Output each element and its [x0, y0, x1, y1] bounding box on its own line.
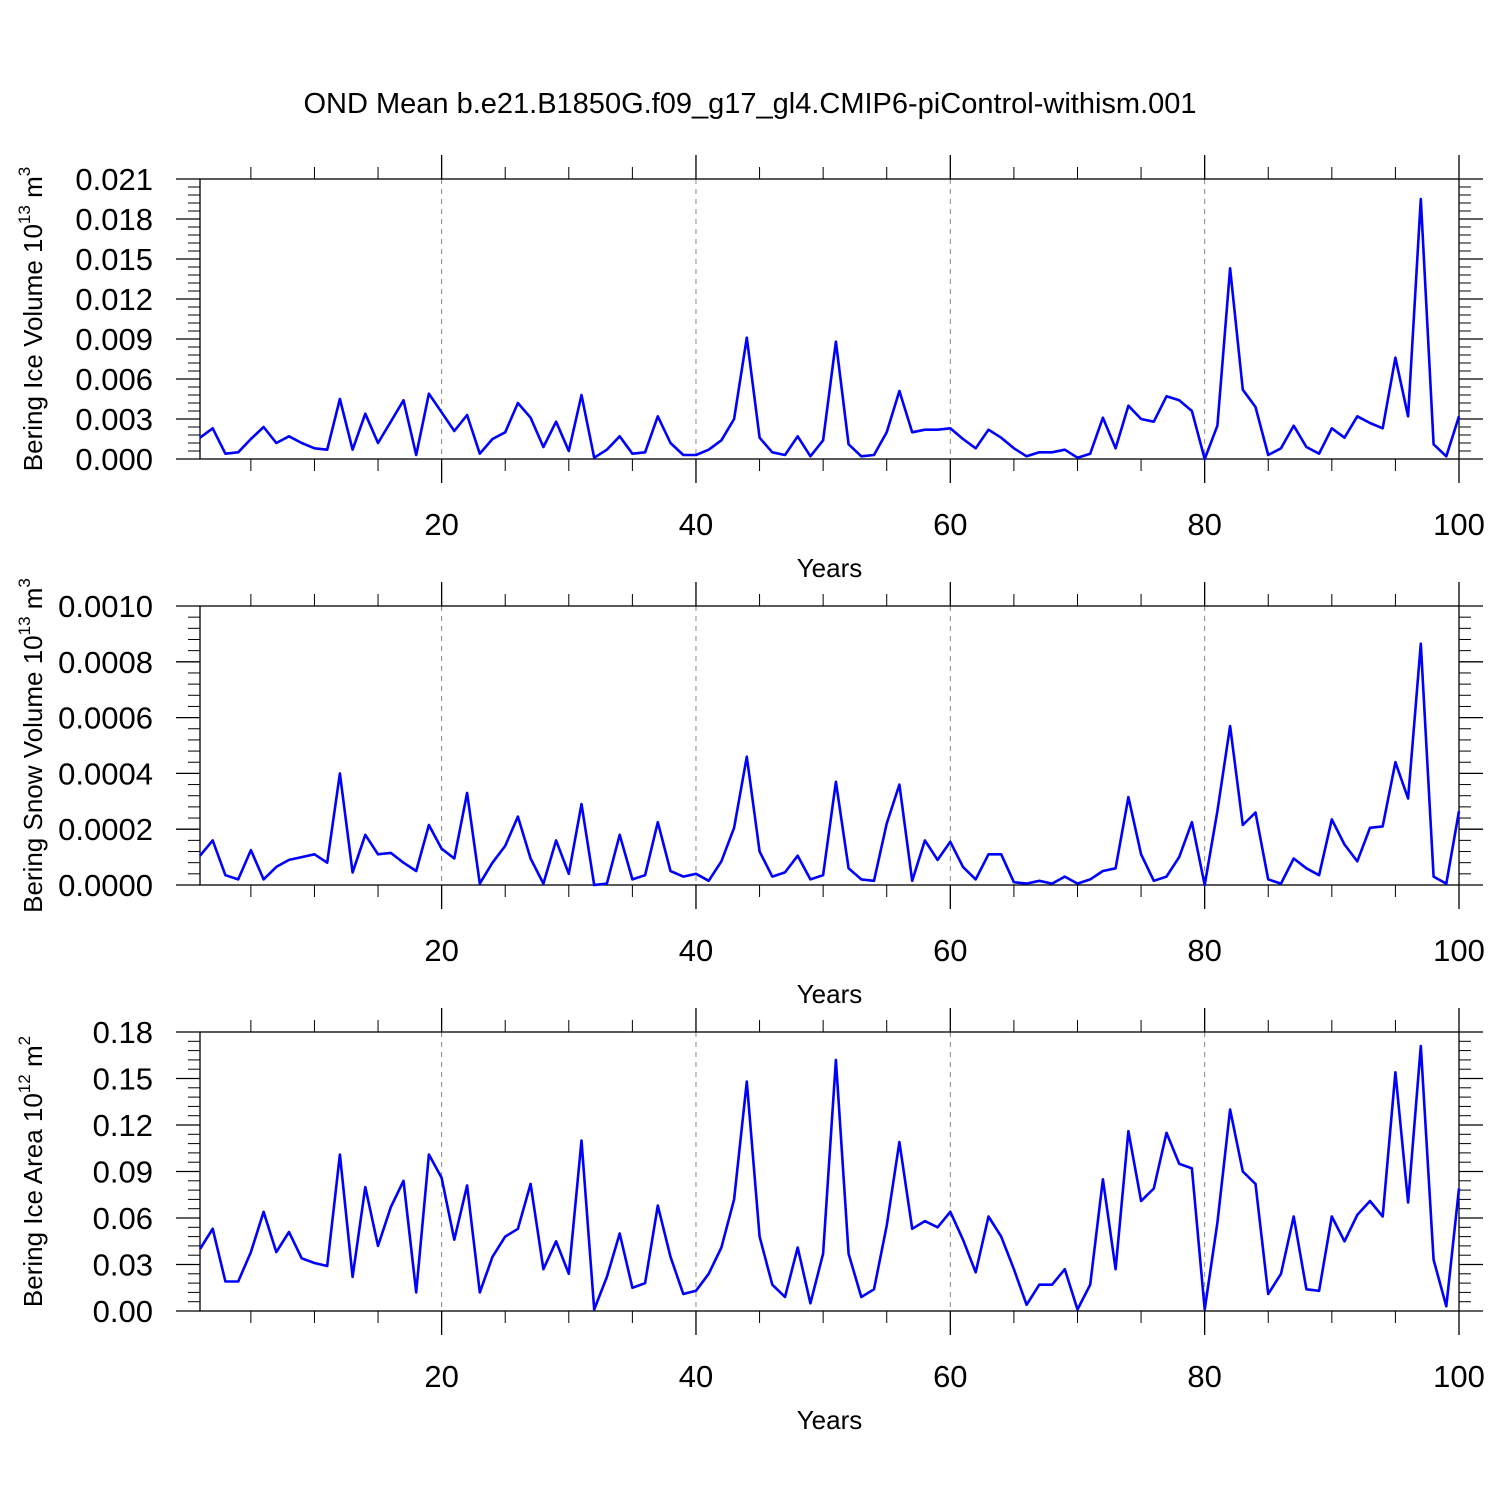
y-tick-label: 0.0002	[58, 812, 153, 847]
chart-panel-3: 0.00 0.03 0.06 0.09 0.12 0.15 0.18 20 40 60 80 100 Y…	[15, 1008, 1485, 1435]
figure-title: OND Mean b.e21.B1850G.f09_g17_gl4.CMIP6-…	[303, 88, 1196, 120]
y-tick-label: 0.0006	[58, 701, 153, 736]
y-axis-label: Bering Snow Volume 1013 m3	[15, 578, 48, 913]
y-tick-label: 0.0000	[58, 868, 153, 903]
chart-panel-2: 0.0000 0.0002 0.0004 0.0006 0.0008 0.0010 20 40…	[15, 578, 1485, 1009]
y-tick-label: 0.003	[75, 402, 153, 437]
x-tick-label: 60	[933, 507, 967, 542]
y-tick-label: 0.009	[75, 322, 153, 357]
y-tick-label: 0.015	[75, 242, 153, 277]
y-axis-label: Bering Ice Volume 1013 m3	[15, 167, 48, 471]
x-tick-label: 80	[1187, 1359, 1221, 1394]
y-tick-label: 0.15	[93, 1062, 153, 1097]
plot-frame	[199, 178, 1460, 460]
x-tick-label: 40	[679, 507, 713, 542]
x-tick-label: 20	[424, 1359, 458, 1394]
y-tick-label: 0.006	[75, 362, 153, 397]
y-axis-label: Bering Ice Area 1012 m2	[15, 1036, 48, 1307]
panels: 0.000 0.003 0.006 0.009 0.012 0.015 0.018 0.021…	[15, 155, 1485, 1435]
x-tick-label: 80	[1187, 933, 1221, 968]
x-tick-label: 20	[424, 507, 458, 542]
x-axis-label: Years	[797, 553, 863, 583]
y-tick-label: 0.021	[75, 162, 153, 197]
y-tick-label: 0.0004	[58, 756, 153, 791]
y-tick-label: 0.0010	[58, 589, 153, 624]
x-tick-label: 40	[679, 1359, 713, 1394]
series-line	[198, 1044, 1461, 1311]
x-tick-label: 60	[933, 1359, 967, 1394]
y-tick-label: 0.018	[75, 202, 153, 237]
x-tick-label: 100	[1433, 933, 1485, 968]
plot-frame	[199, 605, 1460, 886]
x-axis-label: Years	[797, 1405, 863, 1435]
x-tick-label: 100	[1433, 507, 1485, 542]
y-tick-label: 0.0008	[58, 645, 153, 680]
chart-panel-1: 0.000 0.003 0.006 0.009 0.012 0.015 0.018 0.021…	[15, 155, 1485, 583]
y-tick-label: 0.12	[93, 1108, 153, 1143]
series-line	[198, 642, 1461, 887]
x-tick-label: 80	[1187, 507, 1221, 542]
y-tick-label: 0.00	[93, 1294, 153, 1329]
x-tick-label: 20	[424, 933, 458, 968]
y-tick-label: 0.18	[93, 1015, 153, 1050]
y-tick-label: 0.06	[93, 1201, 153, 1236]
x-tick-label: 60	[933, 933, 967, 968]
x-tick-label: 100	[1433, 1359, 1485, 1394]
y-tick-label: 0.09	[93, 1155, 153, 1190]
y-tick-label: 0.012	[75, 282, 153, 317]
y-tick-label: 0.03	[93, 1248, 153, 1283]
y-tick-label: 0.000	[75, 442, 153, 477]
series-line	[199, 197, 1461, 461]
x-tick-label: 40	[679, 933, 713, 968]
x-axis-label: Years	[797, 979, 863, 1009]
